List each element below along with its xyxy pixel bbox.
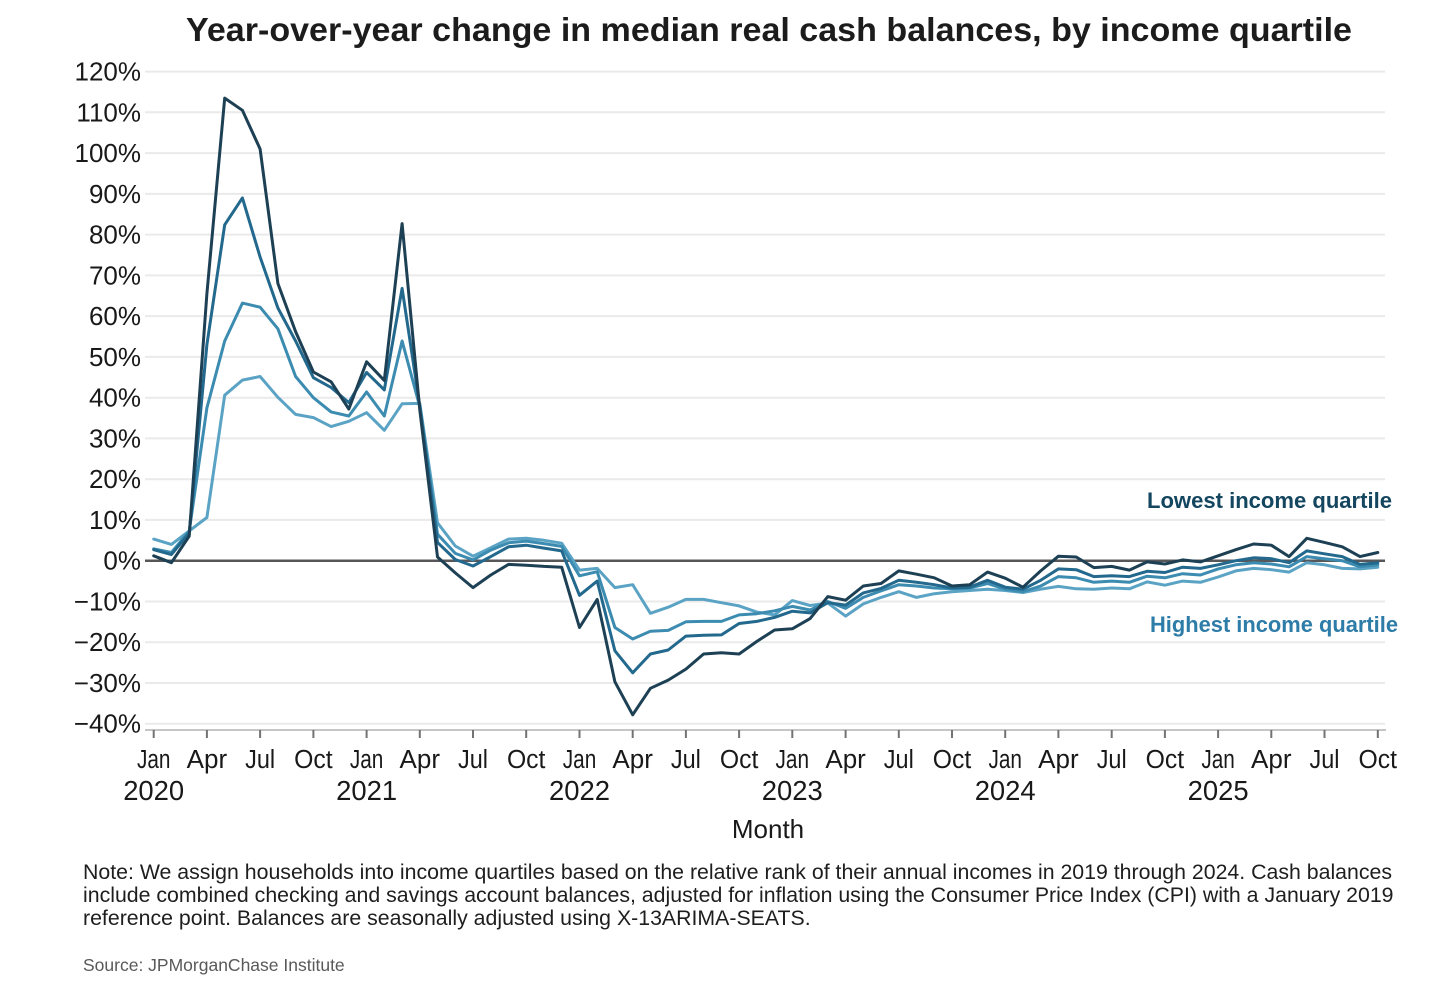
svg-text:−30%: −30%: [74, 668, 141, 698]
svg-text:Lowest income quartile: Lowest income quartile: [1147, 488, 1392, 513]
svg-text:Jan: Jan: [988, 746, 1022, 774]
svg-text:2021: 2021: [336, 775, 397, 806]
svg-text:40%: 40%: [89, 383, 141, 413]
svg-text:Apr: Apr: [1251, 746, 1292, 774]
svg-text:120%: 120%: [75, 57, 142, 87]
svg-text:20%: 20%: [89, 464, 141, 494]
svg-text:Apr: Apr: [1038, 746, 1079, 774]
svg-text:Source: JPMorganChase Institut: Source: JPMorganChase Institute: [83, 955, 345, 975]
svg-text:2025: 2025: [1188, 775, 1249, 806]
svg-text:100%: 100%: [75, 138, 142, 168]
svg-text:2022: 2022: [549, 775, 610, 806]
svg-text:Oct: Oct: [933, 746, 972, 774]
svg-text:30%: 30%: [89, 423, 141, 453]
svg-text:Jul: Jul: [458, 746, 488, 774]
svg-text:80%: 80%: [89, 220, 141, 250]
svg-text:−20%: −20%: [74, 627, 141, 657]
svg-text:Highest income quartile: Highest income quartile: [1150, 612, 1398, 637]
svg-text:Oct: Oct: [1146, 746, 1185, 774]
svg-text:Jul: Jul: [245, 746, 275, 774]
svg-text:Note: We assign households int: Note: We assign households into income q…: [83, 860, 1392, 884]
svg-text:110%: 110%: [76, 97, 141, 127]
svg-text:Jul: Jul: [1097, 746, 1127, 774]
svg-text:Jan: Jan: [137, 746, 171, 774]
svg-text:60%: 60%: [89, 301, 141, 331]
svg-text:Oct: Oct: [294, 746, 333, 774]
svg-text:90%: 90%: [89, 179, 141, 209]
svg-text:Year-over-year change in media: Year-over-year change in median real cas…: [186, 12, 1352, 49]
svg-text:−10%: −10%: [74, 587, 141, 617]
svg-text:50%: 50%: [89, 342, 141, 372]
svg-text:Jan: Jan: [776, 746, 810, 774]
svg-text:Jul: Jul: [1310, 746, 1340, 774]
svg-text:Oct: Oct: [720, 746, 759, 774]
svg-text:70%: 70%: [89, 260, 141, 290]
svg-text:Apr: Apr: [187, 746, 228, 774]
svg-text:include combined checking and: include combined checking and savings ac…: [83, 883, 1394, 907]
svg-text:Jan: Jan: [563, 746, 597, 774]
svg-text:Jan: Jan: [1201, 746, 1235, 774]
svg-text:−40%: −40%: [74, 709, 141, 739]
svg-text:10%: 10%: [89, 505, 141, 535]
svg-text:2020: 2020: [123, 775, 184, 806]
svg-text:Jan: Jan: [350, 746, 384, 774]
svg-text:Jul: Jul: [884, 746, 914, 774]
svg-text:0%: 0%: [103, 546, 141, 576]
svg-text:Apr: Apr: [612, 746, 653, 774]
svg-text:Oct: Oct: [1359, 746, 1398, 774]
svg-text:Jul: Jul: [671, 746, 701, 774]
svg-text:reference point. Balances are: reference point. Balances are seasonally…: [83, 906, 811, 930]
svg-text:2024: 2024: [975, 775, 1036, 806]
svg-text:Apr: Apr: [400, 746, 441, 774]
svg-text:Apr: Apr: [825, 746, 866, 774]
svg-text:Oct: Oct: [507, 746, 546, 774]
svg-text:Month: Month: [732, 814, 804, 844]
svg-text:2023: 2023: [762, 775, 823, 806]
